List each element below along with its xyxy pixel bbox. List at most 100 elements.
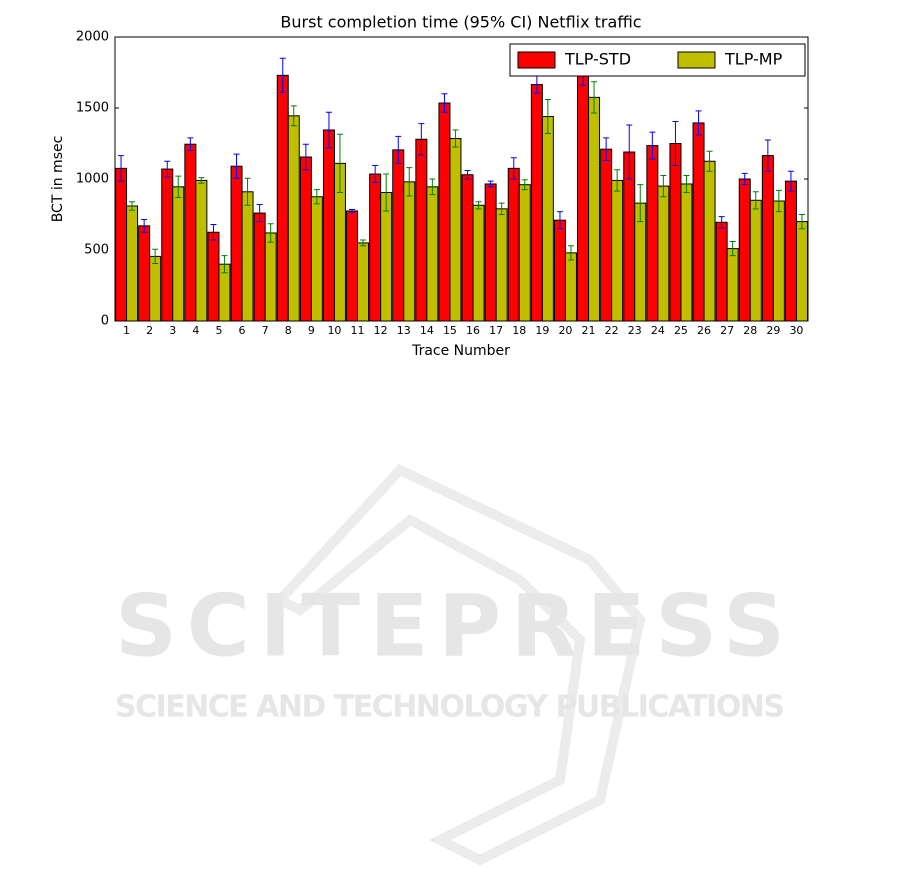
x-tick-label: 18 <box>512 324 526 337</box>
error-bar <box>313 189 320 205</box>
error-bar <box>302 143 309 171</box>
y-tick-label: 1000 <box>76 172 109 187</box>
bar <box>115 167 128 322</box>
bar <box>738 178 751 322</box>
x-tick-label: 2 <box>146 324 153 337</box>
error-bar <box>591 81 598 114</box>
error-bar <box>683 174 690 193</box>
y-axis-label: BCT in msec <box>50 136 66 223</box>
x-tick-label: 30 <box>789 324 803 337</box>
x-tick-label: 25 <box>674 324 688 337</box>
error-bar <box>603 137 610 162</box>
error-bar <box>649 131 656 160</box>
bar <box>184 143 197 322</box>
x-tick-label: 24 <box>651 324 665 337</box>
x-tick-label: 26 <box>697 324 711 337</box>
bar <box>126 205 139 322</box>
error-bar <box>567 245 574 261</box>
bar <box>749 199 762 322</box>
error-bar <box>729 240 736 257</box>
error-bar <box>221 255 228 274</box>
bar <box>472 204 485 322</box>
watermark-title: SCITEPRESS <box>115 576 785 676</box>
y-tick-label: 0 <box>101 314 109 329</box>
x-tick-label: 13 <box>397 324 411 337</box>
error-bar <box>626 124 633 180</box>
bar <box>784 180 797 322</box>
bar <box>772 200 785 322</box>
error-bar <box>267 223 274 243</box>
x-tick-label: 22 <box>605 324 619 337</box>
bar <box>795 221 808 322</box>
chart-title: Burst completion time (95% CI) Netflix t… <box>280 13 641 32</box>
bar <box>495 208 508 322</box>
error-bar <box>395 135 402 164</box>
bar <box>530 84 543 322</box>
x-tick-label: 5 <box>215 324 222 337</box>
bar <box>346 210 359 322</box>
bar <box>726 248 739 322</box>
bar <box>369 173 382 322</box>
error-bar <box>360 239 367 247</box>
bar <box>138 225 151 322</box>
bar <box>276 74 289 322</box>
error-bar <box>660 174 667 198</box>
legend-swatch <box>517 51 556 69</box>
error-bar <box>256 204 263 223</box>
bar <box>646 145 659 322</box>
plot-frame <box>114 36 809 322</box>
bar <box>484 183 497 322</box>
x-tick-label: 3 <box>169 324 176 337</box>
error-bar <box>141 218 148 233</box>
bar <box>230 165 243 322</box>
legend-box <box>509 43 806 77</box>
bar <box>680 183 693 322</box>
bar <box>507 167 520 322</box>
x-tick-label: 1 <box>123 324 130 337</box>
error-bar <box>187 137 194 152</box>
error-bar <box>672 120 679 167</box>
x-axis-label: Trace Number <box>411 343 510 359</box>
x-tick-label: 15 <box>443 324 457 337</box>
x-tick-label: 8 <box>285 324 292 337</box>
bar <box>461 174 474 322</box>
x-tick-label: 11 <box>351 324 365 337</box>
error-bar <box>244 177 251 206</box>
x-tick-label: 16 <box>466 324 480 337</box>
bar <box>392 149 405 322</box>
error-bar <box>198 177 205 184</box>
error-bar <box>129 201 136 211</box>
bar <box>403 181 416 322</box>
bar <box>564 252 577 322</box>
x-tick-label: 19 <box>535 324 549 337</box>
error-bar <box>429 178 436 196</box>
error-bar <box>152 248 159 264</box>
bar <box>357 242 370 322</box>
error-bar <box>452 129 459 148</box>
error-bar <box>164 160 171 178</box>
bar <box>449 138 462 322</box>
bar <box>380 191 393 322</box>
x-tick-label: 7 <box>262 324 269 337</box>
bar <box>195 179 208 322</box>
error-bar <box>718 216 725 229</box>
error-bar <box>210 223 217 241</box>
error-bar <box>290 105 297 127</box>
bar <box>600 148 613 322</box>
error-bar <box>752 191 759 210</box>
error-bar <box>521 179 528 191</box>
error-bar <box>383 173 390 212</box>
error-bar <box>775 189 782 213</box>
bar <box>541 116 554 322</box>
legend: TLP-STD TLP-MP <box>509 43 806 77</box>
error-bar <box>556 211 563 230</box>
bar <box>207 231 220 322</box>
bar <box>518 184 531 322</box>
bar <box>299 156 312 322</box>
error-bar <box>695 110 702 136</box>
x-tick-label: 20 <box>558 324 572 337</box>
legend-swatch <box>677 51 716 69</box>
bar <box>692 122 705 322</box>
x-tick-label: 17 <box>489 324 503 337</box>
bar <box>426 186 439 322</box>
